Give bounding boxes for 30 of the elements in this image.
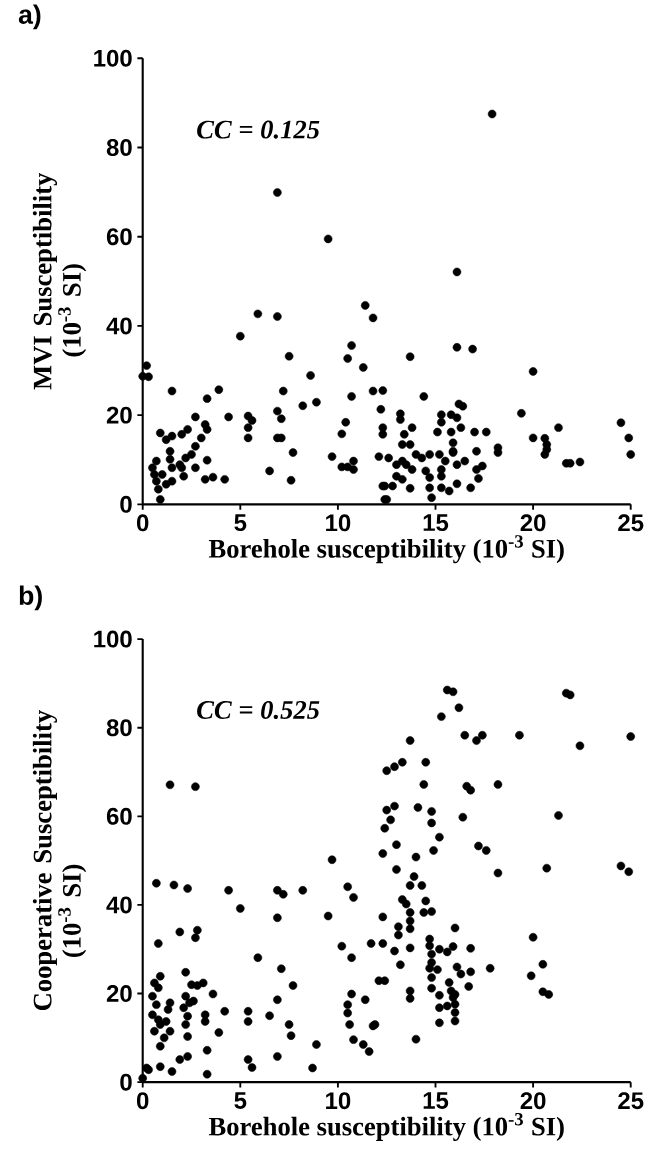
x-tick-label: 5: [234, 514, 247, 532]
chart-title: a): [19, 4, 41, 30]
y-tick-label: 20: [107, 406, 132, 424]
y-tick-label: 80: [106, 719, 132, 737]
annotation: CC = 0.125: [197, 120, 320, 139]
y-tick-label: 100: [94, 630, 132, 648]
x-axis-title: Borehole susceptibility (10$^{-3}$ SI): [209, 1112, 564, 1142]
x-tick-label: 0: [137, 514, 149, 532]
x-tick-label: 15: [423, 514, 449, 532]
x-tick-label: 20: [520, 514, 546, 532]
x-tick-label: 10: [326, 1092, 351, 1110]
y-tick-label: 40: [106, 896, 132, 914]
x-tick-label: 20: [520, 1092, 546, 1110]
x-tick-label: 15: [423, 1092, 449, 1109]
x-tick-label: 25: [618, 514, 644, 532]
y-tick-label: 60: [107, 807, 132, 825]
y-tick-label: 80: [106, 138, 132, 156]
x-axis-title: Borehole susceptibility (10$^{-3}$ SI): [209, 535, 564, 564]
annotation: CC = 0.525: [197, 700, 320, 720]
x-tick-label: 0: [137, 1092, 149, 1110]
y-tick-label: 0: [120, 495, 132, 513]
y-tick-label: 40: [106, 317, 132, 335]
y-tick-label: 60: [107, 228, 132, 246]
x-tick-label: 10: [326, 514, 351, 532]
x-tick-label: 5: [234, 1092, 247, 1109]
y-tick-label: 20: [107, 985, 132, 1003]
x-tick-label: 25: [618, 1092, 644, 1110]
y-tick-label: 100: [94, 49, 132, 67]
y-tick-label: 0: [120, 1073, 132, 1091]
chart-title: b): [20, 585, 43, 611]
